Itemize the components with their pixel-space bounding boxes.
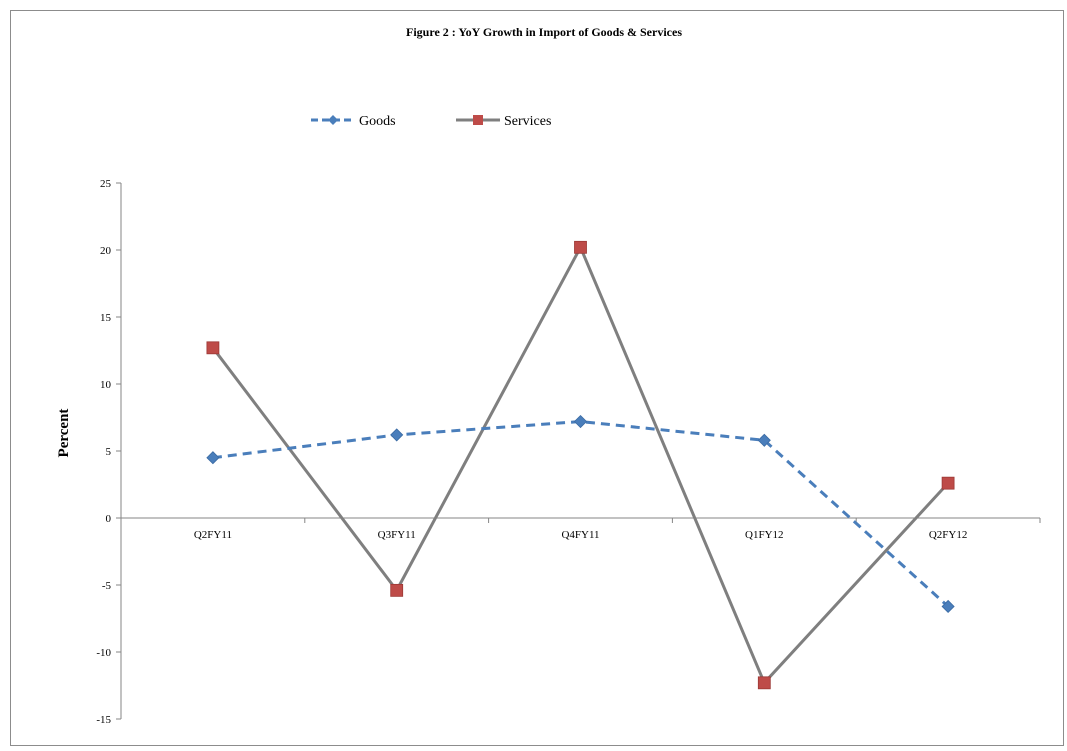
legend-item-goods: Goods [311, 114, 396, 129]
legend: Goods Services [311, 114, 551, 129]
x-tick-label: Q3FY11 [378, 529, 416, 541]
legend-marker [328, 115, 338, 125]
series-line-services [211, 245, 950, 685]
y-tick-label: -5 [102, 580, 112, 592]
y-tick-label: 0 [106, 513, 112, 525]
y-tick-label: 10 [100, 379, 112, 391]
data-point-services [206, 341, 220, 355]
y-tick-label: 25 [100, 178, 112, 190]
y-tick-label: 5 [106, 446, 112, 458]
data-point-services [757, 676, 771, 690]
legend-marker [473, 115, 483, 125]
chart-frame [10, 10, 1064, 746]
y-tick-label: 15 [100, 312, 112, 324]
data-point-goods [573, 414, 588, 429]
x-tick-label: Q2FY12 [929, 529, 968, 541]
data-point-goods [941, 599, 955, 614]
y-axis-label: Percent [56, 409, 72, 458]
data-point-goods [206, 451, 220, 465]
axes: 25 20 15 10 5 0 -5 -10 -15 Q2FY11 Q3FY11 Q4FY11 Q1FY… [96, 178, 1041, 726]
chart-title: Figure 2 : YoY Growth in Import of Goods… [406, 25, 682, 39]
series-goods [206, 414, 955, 614]
y-tick-label: 20 [100, 245, 112, 257]
data-point-goods [757, 433, 771, 447]
data-point-services [941, 476, 955, 490]
data-point-goods [390, 428, 404, 442]
data-point-services [390, 583, 404, 597]
x-tick-label: Q4FY11 [561, 529, 599, 541]
y-tick-label: -10 [96, 647, 111, 659]
series-layer [206, 240, 955, 690]
legend-label: Goods [359, 114, 396, 129]
x-tick-label: Q2FY11 [194, 529, 232, 541]
y-tick-label: -15 [96, 714, 111, 726]
legend-label: Services [504, 114, 551, 129]
x-tick-label: Q1FY12 [745, 529, 784, 541]
legend-item-services: Services [456, 114, 551, 129]
series-line-goods [212, 420, 950, 608]
data-point-services [574, 240, 587, 254]
series-services [206, 240, 955, 690]
